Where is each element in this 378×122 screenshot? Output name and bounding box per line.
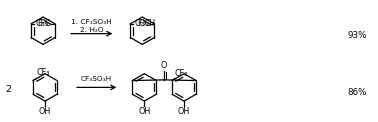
Text: OH: OH: [39, 107, 51, 116]
Text: OH: OH: [138, 107, 150, 116]
Text: CF₃: CF₃: [36, 68, 50, 77]
Text: 86%: 86%: [347, 88, 367, 97]
Text: 1. CF₃SO₃H: 1. CF₃SO₃H: [71, 19, 112, 25]
Text: CF₃: CF₃: [35, 19, 48, 28]
Text: CF₃: CF₃: [175, 69, 188, 78]
Text: F₃C: F₃C: [137, 19, 150, 28]
Text: F₃C: F₃C: [37, 19, 50, 28]
Text: CO₂H: CO₂H: [134, 19, 155, 28]
Text: 2: 2: [5, 85, 11, 94]
Text: 93%: 93%: [347, 31, 367, 40]
Text: CF₃SO₃H: CF₃SO₃H: [81, 76, 112, 81]
Text: O: O: [161, 61, 167, 70]
Text: OH: OH: [178, 107, 190, 116]
Text: 2. H₂O: 2. H₂O: [80, 27, 104, 33]
